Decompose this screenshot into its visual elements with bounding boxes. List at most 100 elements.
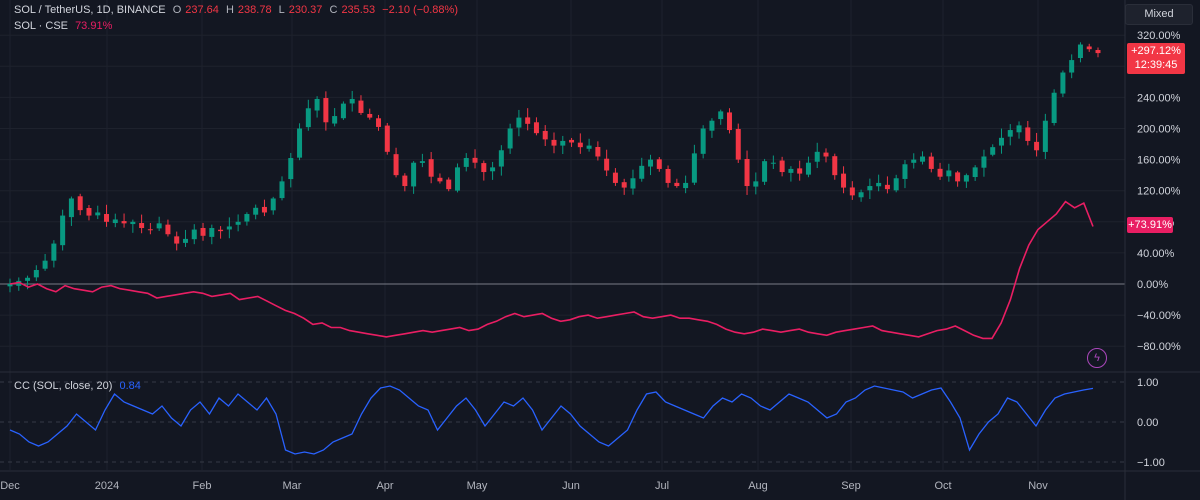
candle-body[interactable]	[191, 229, 197, 240]
candle-body[interactable]	[621, 182, 627, 188]
candle-body[interactable]	[648, 159, 654, 167]
candle-body[interactable]	[463, 158, 469, 167]
candle-body[interactable]	[235, 221, 241, 225]
candle-body[interactable]	[349, 98, 355, 104]
candle-body[interactable]	[533, 122, 539, 134]
candle-body[interactable]	[376, 118, 382, 127]
candle-body[interactable]	[884, 184, 890, 190]
symbol-title[interactable]: SOL / TetherUS, 1D, BINANCE	[14, 4, 166, 16]
candle-body[interactable]	[68, 198, 74, 218]
candle-body[interactable]	[569, 139, 575, 143]
compare-label[interactable]: SOL · CSE	[14, 20, 68, 32]
cse-line[interactable]	[9, 200, 1094, 340]
candle-body[interactable]	[340, 103, 346, 119]
candle-body[interactable]	[595, 147, 601, 157]
candle-body[interactable]	[279, 181, 285, 199]
indicator-pane[interactable]	[9, 385, 1094, 455]
candle-body[interactable]	[314, 98, 320, 111]
candle-body[interactable]	[270, 198, 276, 211]
candle-body[interactable]	[25, 277, 31, 281]
candle-body[interactable]	[33, 270, 39, 278]
candle-body[interactable]	[200, 227, 206, 236]
candle-body[interactable]	[577, 142, 583, 148]
candle-body[interactable]	[384, 125, 390, 152]
candle-body[interactable]	[542, 130, 548, 140]
candle-body[interactable]	[393, 154, 399, 176]
candle-body[interactable]	[454, 167, 460, 191]
candle-body[interactable]	[428, 159, 434, 177]
candle-body[interactable]	[121, 221, 127, 224]
candle-body[interactable]	[1042, 120, 1048, 152]
candle-body[interactable]	[920, 156, 926, 162]
candle-body[interactable]	[805, 162, 811, 175]
candle-body[interactable]	[437, 177, 443, 182]
candle-body[interactable]	[762, 161, 768, 182]
candle-body[interactable]	[253, 207, 259, 215]
candle-body[interactable]	[261, 206, 267, 213]
candle-body[interactable]	[147, 229, 153, 231]
candle-body[interactable]	[7, 284, 13, 287]
candle-body[interactable]	[639, 165, 645, 179]
candle-body[interactable]	[911, 159, 917, 163]
candle-body[interactable]	[735, 128, 741, 160]
candle-body[interactable]	[218, 229, 224, 232]
candle-body[interactable]	[104, 214, 110, 222]
candle-body[interactable]	[1051, 92, 1057, 123]
candle-body[interactable]	[788, 168, 794, 173]
candle-body[interactable]	[893, 178, 899, 191]
candle-body[interactable]	[972, 167, 978, 178]
candle-body[interactable]	[174, 236, 180, 244]
candle-body[interactable]	[718, 111, 724, 120]
candle-body[interactable]	[770, 162, 776, 164]
candle-body[interactable]	[332, 116, 338, 124]
candle-body[interactable]	[691, 153, 697, 183]
candle-body[interactable]	[823, 152, 829, 157]
candle-body[interactable]	[612, 172, 618, 183]
candle-body[interactable]	[402, 175, 408, 187]
candle-body[interactable]	[323, 98, 329, 123]
candle-body[interactable]	[481, 163, 487, 173]
candle-body[interactable]	[779, 160, 785, 173]
candle-body[interactable]	[1007, 130, 1013, 137]
candle-body[interactable]	[507, 128, 513, 149]
candle-body[interactable]	[981, 156, 987, 168]
candle-body[interactable]	[990, 147, 996, 155]
cc-line[interactable]	[9, 385, 1094, 455]
candle-body[interactable]	[411, 162, 417, 187]
candle-body[interactable]	[182, 238, 188, 243]
candle-body[interactable]	[498, 150, 504, 167]
candle-body[interactable]	[963, 175, 969, 182]
candle-body[interactable]	[946, 170, 952, 177]
candle-body[interactable]	[60, 215, 66, 246]
candle-body[interactable]	[446, 179, 452, 190]
candle-body[interactable]	[1060, 72, 1066, 94]
candle-body[interactable]	[604, 158, 610, 171]
indicator-label[interactable]: CC (SOL, close, 20)	[14, 380, 113, 392]
candle-body[interactable]	[1034, 141, 1040, 151]
candle-body[interactable]	[683, 182, 689, 189]
candle-body[interactable]	[130, 221, 136, 225]
candle-body[interactable]	[297, 128, 303, 158]
candle-body[interactable]	[165, 224, 171, 235]
candle-body[interactable]	[753, 181, 759, 187]
candle-body[interactable]	[832, 156, 838, 176]
candle-body[interactable]	[902, 164, 908, 179]
candle-body[interactable]	[156, 223, 162, 229]
candle-body[interactable]	[849, 187, 855, 196]
candle-body[interactable]	[112, 219, 118, 224]
candle-body[interactable]	[244, 214, 250, 222]
candle-body[interactable]	[1077, 44, 1083, 59]
candle-body[interactable]	[358, 100, 364, 113]
candle-body[interactable]	[551, 139, 557, 146]
candle-body[interactable]	[1069, 60, 1075, 73]
candle-body[interactable]	[665, 169, 671, 183]
candle-body[interactable]	[77, 196, 83, 211]
candle-body[interactable]	[630, 178, 636, 189]
candle-body[interactable]	[744, 159, 750, 187]
candle-body[interactable]	[472, 157, 478, 163]
candle-body[interactable]	[42, 260, 48, 269]
candle-body[interactable]	[1016, 125, 1022, 133]
scale-mode-button[interactable]: Mixed	[1125, 4, 1193, 25]
candle-body[interactable]	[841, 173, 847, 188]
